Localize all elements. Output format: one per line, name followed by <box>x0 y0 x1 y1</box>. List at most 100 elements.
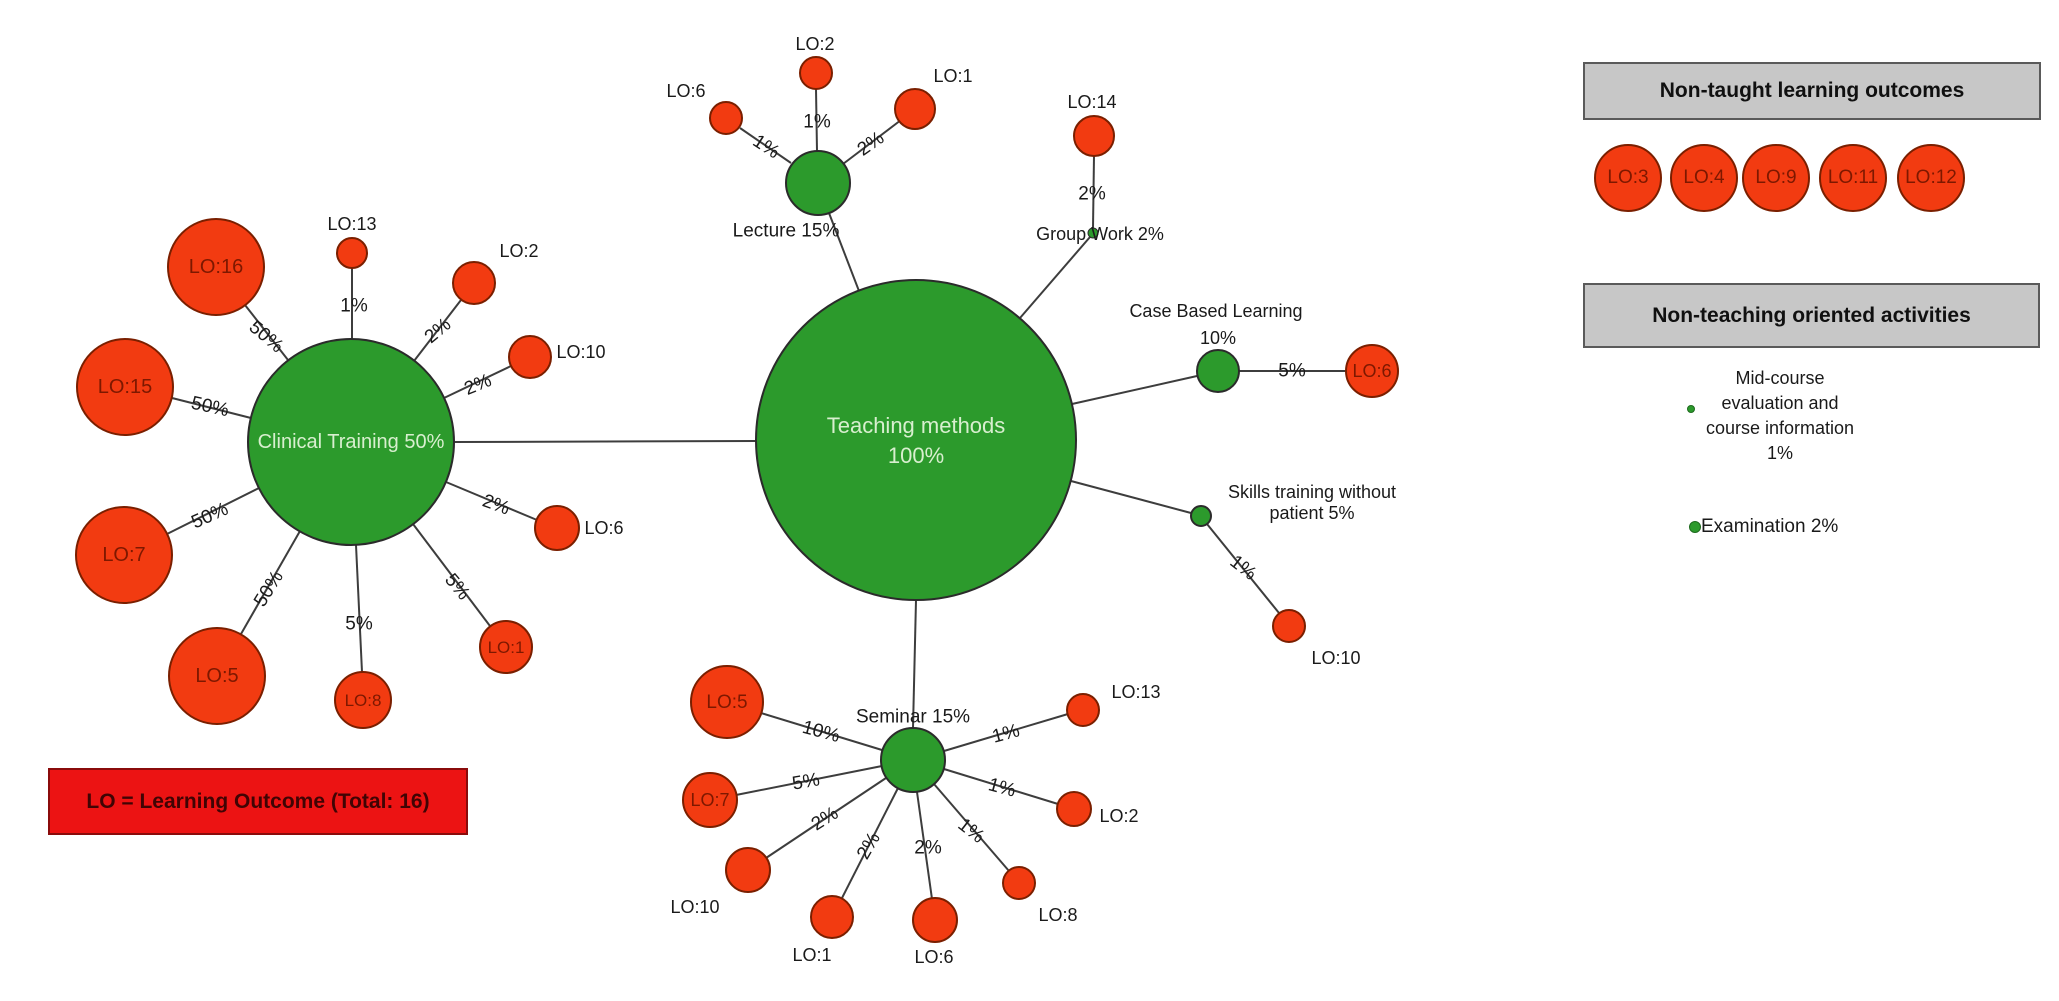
edge-lecture-lo1 <box>842 119 902 165</box>
float-label-1: Seminar 15% <box>856 707 970 728</box>
node-label-clinical-lo16: LO:16 <box>189 256 243 278</box>
node-label-clinical-lo8: LO:8 <box>345 691 382 710</box>
non-teaching-header: Non-teaching oriented activities <box>1583 283 2040 348</box>
edge-label-7: 50% <box>250 567 288 610</box>
edge-label-18: 2% <box>808 803 843 835</box>
node-seminar-lo5 <box>690 665 764 739</box>
mid-course-line-3: course information <box>1705 418 1855 438</box>
edge-clinical-lo7 <box>166 487 260 535</box>
node-seminar-lo2 <box>1056 791 1092 827</box>
node-label-clinical-training: Clinical Training 50% <box>258 431 445 453</box>
non-taught-outcome-lo9: LO:9 <box>1742 144 1810 212</box>
edge-seminar-lo6 <box>916 791 933 900</box>
edge-seminar-lo10 <box>765 777 887 859</box>
float-label-4: 10% <box>1200 328 1236 348</box>
float-label-5: Skills training without <box>1228 482 1396 502</box>
float-label-6: patient 5% <box>1269 503 1354 523</box>
node-label-clinical-lo1: LO:1 <box>488 638 525 657</box>
node-skills-lo10 <box>1272 609 1306 643</box>
float-label-0: Lecture 15% <box>733 221 840 242</box>
edge-clinical-lo15 <box>171 397 252 419</box>
edge-seminar-lo5 <box>760 712 883 751</box>
node-seminar-lo1 <box>810 895 854 939</box>
edge-clinical-lo2 <box>413 299 462 362</box>
lo3-label: LO:3 <box>1607 167 1649 188</box>
node-clinical-lo15 <box>76 338 174 436</box>
edge-label-22: 1% <box>986 774 1018 801</box>
edge-label-4: 50% <box>189 393 231 421</box>
edge-label-17: 5% <box>791 769 822 794</box>
lo9-label: LO:9 <box>1755 167 1797 188</box>
examination-dot-icon <box>1689 521 1701 533</box>
node-lecture-lo6 <box>709 101 743 135</box>
edge-seminar-lo2 <box>943 768 1059 805</box>
edge-clinical-lo8 <box>355 544 363 673</box>
edge-lecture-lo6 <box>739 127 792 164</box>
node-lecture-lo2 <box>799 56 833 90</box>
non-taught-header: Non-taught learning outcomes <box>1583 62 2041 120</box>
edge-label-6: 50% <box>188 499 231 534</box>
edge-teaching-seminar <box>912 599 917 729</box>
float-label-10: LO:6 <box>584 518 623 538</box>
node-label-clinical-lo5: LO:5 <box>195 665 238 687</box>
edge-teaching-skills <box>1070 480 1192 514</box>
node-seminar <box>880 727 946 793</box>
float-label-11: LO:6 <box>666 81 705 101</box>
lo4-label: LO:4 <box>1683 167 1725 188</box>
node-seminar-lo8 <box>1002 866 1036 900</box>
non-taught-outcome-lo12: LO:12 <box>1897 144 1965 212</box>
float-label-12: LO:2 <box>795 34 834 54</box>
node-label-cbl-lo6: LO:6 <box>1352 361 1391 381</box>
mid-course-item: Mid-course evaluation and course informa… <box>1680 366 1880 466</box>
edge-label-16: 10% <box>800 717 842 747</box>
mid-course-dot-icon <box>1687 405 1695 413</box>
examination-item: Examination 2% <box>1701 516 1839 537</box>
float-label-19: LO:2 <box>1099 806 1138 826</box>
edge-seminar-lo8 <box>933 783 1010 872</box>
legend-box: LO = Learning Outcome (Total: 16) <box>48 768 468 835</box>
node-cbl-lo6 <box>1345 344 1399 398</box>
edge-label-2: 2% <box>421 314 456 348</box>
node-clinical-lo6 <box>534 505 580 551</box>
edge-label-10: 1% <box>749 131 784 164</box>
node-clinical-lo2 <box>452 261 496 305</box>
edge-label-20: 2% <box>914 838 942 859</box>
node-clinical-training <box>247 338 455 546</box>
edge-clinical-lo6 <box>445 481 538 521</box>
edge-clinical-lo5 <box>240 530 301 635</box>
node-clinical-lo1 <box>479 620 533 674</box>
float-label-20: LO:13 <box>1111 682 1160 702</box>
node-clinical-lo8 <box>334 671 392 729</box>
lo12-label: LO:12 <box>1905 167 1957 188</box>
node-label-clinical-lo7: LO:7 <box>102 544 145 566</box>
edge-groupwork-lo14 <box>1092 155 1095 229</box>
edge-teaching-groupwork <box>1019 236 1091 319</box>
node-skills-training <box>1190 505 1212 527</box>
edge-clinical-teaching <box>453 440 757 443</box>
node-clinical-lo16 <box>167 218 265 316</box>
non-taught-header-label: Non-taught learning outcomes <box>1659 79 1965 102</box>
edge-seminar-lo1 <box>841 787 899 899</box>
node-seminar-lo13 <box>1066 693 1100 727</box>
edge-teaching-lecture <box>828 212 860 292</box>
float-label-14: LO:14 <box>1067 92 1116 112</box>
mid-course-line-2: evaluation and <box>1721 393 1839 413</box>
node-clinical-lo7 <box>75 506 173 604</box>
mid-course-line-4: 1% <box>1766 443 1793 463</box>
edge-label-15: 1% <box>1226 551 1261 585</box>
edge-label-1: 1% <box>340 296 368 317</box>
mid-course-line-1: Mid-course <box>1735 368 1825 388</box>
non-taught-outcome-lo3: LO:3 <box>1594 144 1662 212</box>
edge-skills-lo10 <box>1206 523 1280 614</box>
node-groupwork-lo14 <box>1073 115 1115 157</box>
float-label-8: LO:2 <box>499 241 538 261</box>
edge-label-21: 1% <box>954 814 989 848</box>
edge-label-5: 2% <box>480 490 513 519</box>
float-label-15: LO:10 <box>670 897 719 917</box>
edge-seminar-lo7 <box>735 765 883 796</box>
node-label-clinical-lo15: LO:15 <box>98 376 152 398</box>
legend-box-label: LO = Learning Outcome (Total: 16) <box>86 789 430 813</box>
node-case-based-learning <box>1196 349 1240 393</box>
